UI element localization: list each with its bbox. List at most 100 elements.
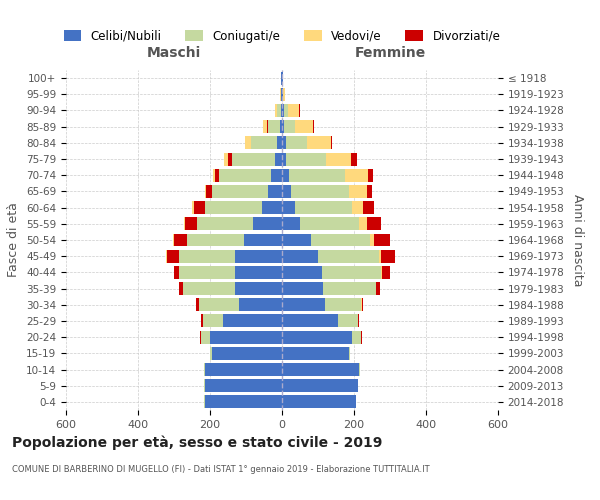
Text: COMUNE DI BARBERINO DI MUGELLO (FI) - Dati ISTAT 1° gennaio 2019 - Elaborazione : COMUNE DI BARBERINO DI MUGELLO (FI) - Da… xyxy=(12,465,430,474)
Text: Maschi: Maschi xyxy=(147,46,201,60)
Bar xyxy=(283,88,285,101)
Bar xyxy=(244,234,282,246)
Bar xyxy=(203,314,223,328)
Bar xyxy=(280,120,282,133)
Bar xyxy=(349,347,350,360)
Bar xyxy=(167,250,179,262)
Bar xyxy=(282,218,300,230)
Bar xyxy=(235,250,282,262)
Bar xyxy=(359,363,361,376)
Bar xyxy=(282,169,289,181)
Bar xyxy=(262,201,282,214)
Bar xyxy=(212,185,268,198)
Bar xyxy=(359,218,367,230)
Bar xyxy=(212,169,215,181)
Bar xyxy=(275,152,282,166)
Bar xyxy=(281,72,282,85)
Bar xyxy=(282,330,352,344)
Bar xyxy=(199,298,239,311)
Bar xyxy=(235,282,282,295)
Bar xyxy=(325,298,361,311)
Bar xyxy=(322,266,381,279)
Bar xyxy=(295,201,352,214)
Bar xyxy=(281,104,282,117)
Bar xyxy=(183,282,235,295)
Bar xyxy=(205,396,282,408)
Bar xyxy=(300,218,359,230)
Bar xyxy=(291,185,349,198)
Bar xyxy=(352,330,361,344)
Bar xyxy=(201,314,203,328)
Bar xyxy=(253,218,282,230)
Bar xyxy=(379,250,381,262)
Bar xyxy=(179,282,183,295)
Bar xyxy=(381,250,395,262)
Bar xyxy=(282,185,291,198)
Bar xyxy=(282,250,318,262)
Bar xyxy=(268,185,282,198)
Bar xyxy=(311,234,370,246)
Bar xyxy=(282,72,283,85)
Bar xyxy=(349,185,367,198)
Bar xyxy=(210,347,212,360)
Bar xyxy=(179,250,235,262)
Bar xyxy=(224,152,228,166)
Y-axis label: Anni di nascita: Anni di nascita xyxy=(571,194,584,286)
Bar xyxy=(232,152,275,166)
Bar xyxy=(235,266,282,279)
Bar xyxy=(203,363,205,376)
Bar xyxy=(277,136,282,149)
Bar xyxy=(307,136,331,149)
Bar xyxy=(284,120,295,133)
Bar xyxy=(295,120,313,133)
Bar xyxy=(282,152,286,166)
Text: Popolazione per età, sesso e stato civile - 2019: Popolazione per età, sesso e stato civil… xyxy=(12,435,382,450)
Bar xyxy=(206,185,212,198)
Bar xyxy=(205,185,206,198)
Bar xyxy=(289,169,345,181)
Bar xyxy=(174,234,187,246)
Bar xyxy=(200,330,201,344)
Bar xyxy=(286,152,326,166)
Bar xyxy=(282,298,325,311)
Bar xyxy=(282,363,359,376)
Bar xyxy=(282,282,323,295)
Bar xyxy=(267,120,268,133)
Bar xyxy=(282,234,311,246)
Bar xyxy=(374,234,390,246)
Bar xyxy=(282,266,322,279)
Bar xyxy=(338,314,358,328)
Bar xyxy=(358,314,359,328)
Bar xyxy=(212,347,282,360)
Bar xyxy=(318,250,379,262)
Bar xyxy=(351,152,356,166)
Bar xyxy=(282,314,338,328)
Bar xyxy=(210,330,282,344)
Bar xyxy=(367,185,372,198)
Bar xyxy=(174,266,179,279)
Bar xyxy=(185,218,197,230)
Bar xyxy=(197,218,253,230)
Bar xyxy=(313,120,314,133)
Bar xyxy=(271,169,282,181)
Bar xyxy=(282,347,349,360)
Bar xyxy=(323,282,376,295)
Bar xyxy=(179,266,235,279)
Bar xyxy=(275,104,277,117)
Bar xyxy=(205,363,282,376)
Bar xyxy=(173,234,174,246)
Bar xyxy=(370,234,374,246)
Bar xyxy=(282,104,284,117)
Bar xyxy=(281,88,282,101)
Bar xyxy=(282,201,295,214)
Bar xyxy=(277,104,281,117)
Bar xyxy=(268,120,280,133)
Bar xyxy=(280,88,281,101)
Bar xyxy=(381,266,382,279)
Bar xyxy=(286,136,307,149)
Bar xyxy=(282,379,358,392)
Bar xyxy=(282,136,286,149)
Bar xyxy=(184,218,185,230)
Bar xyxy=(193,201,194,214)
Bar xyxy=(376,282,380,295)
